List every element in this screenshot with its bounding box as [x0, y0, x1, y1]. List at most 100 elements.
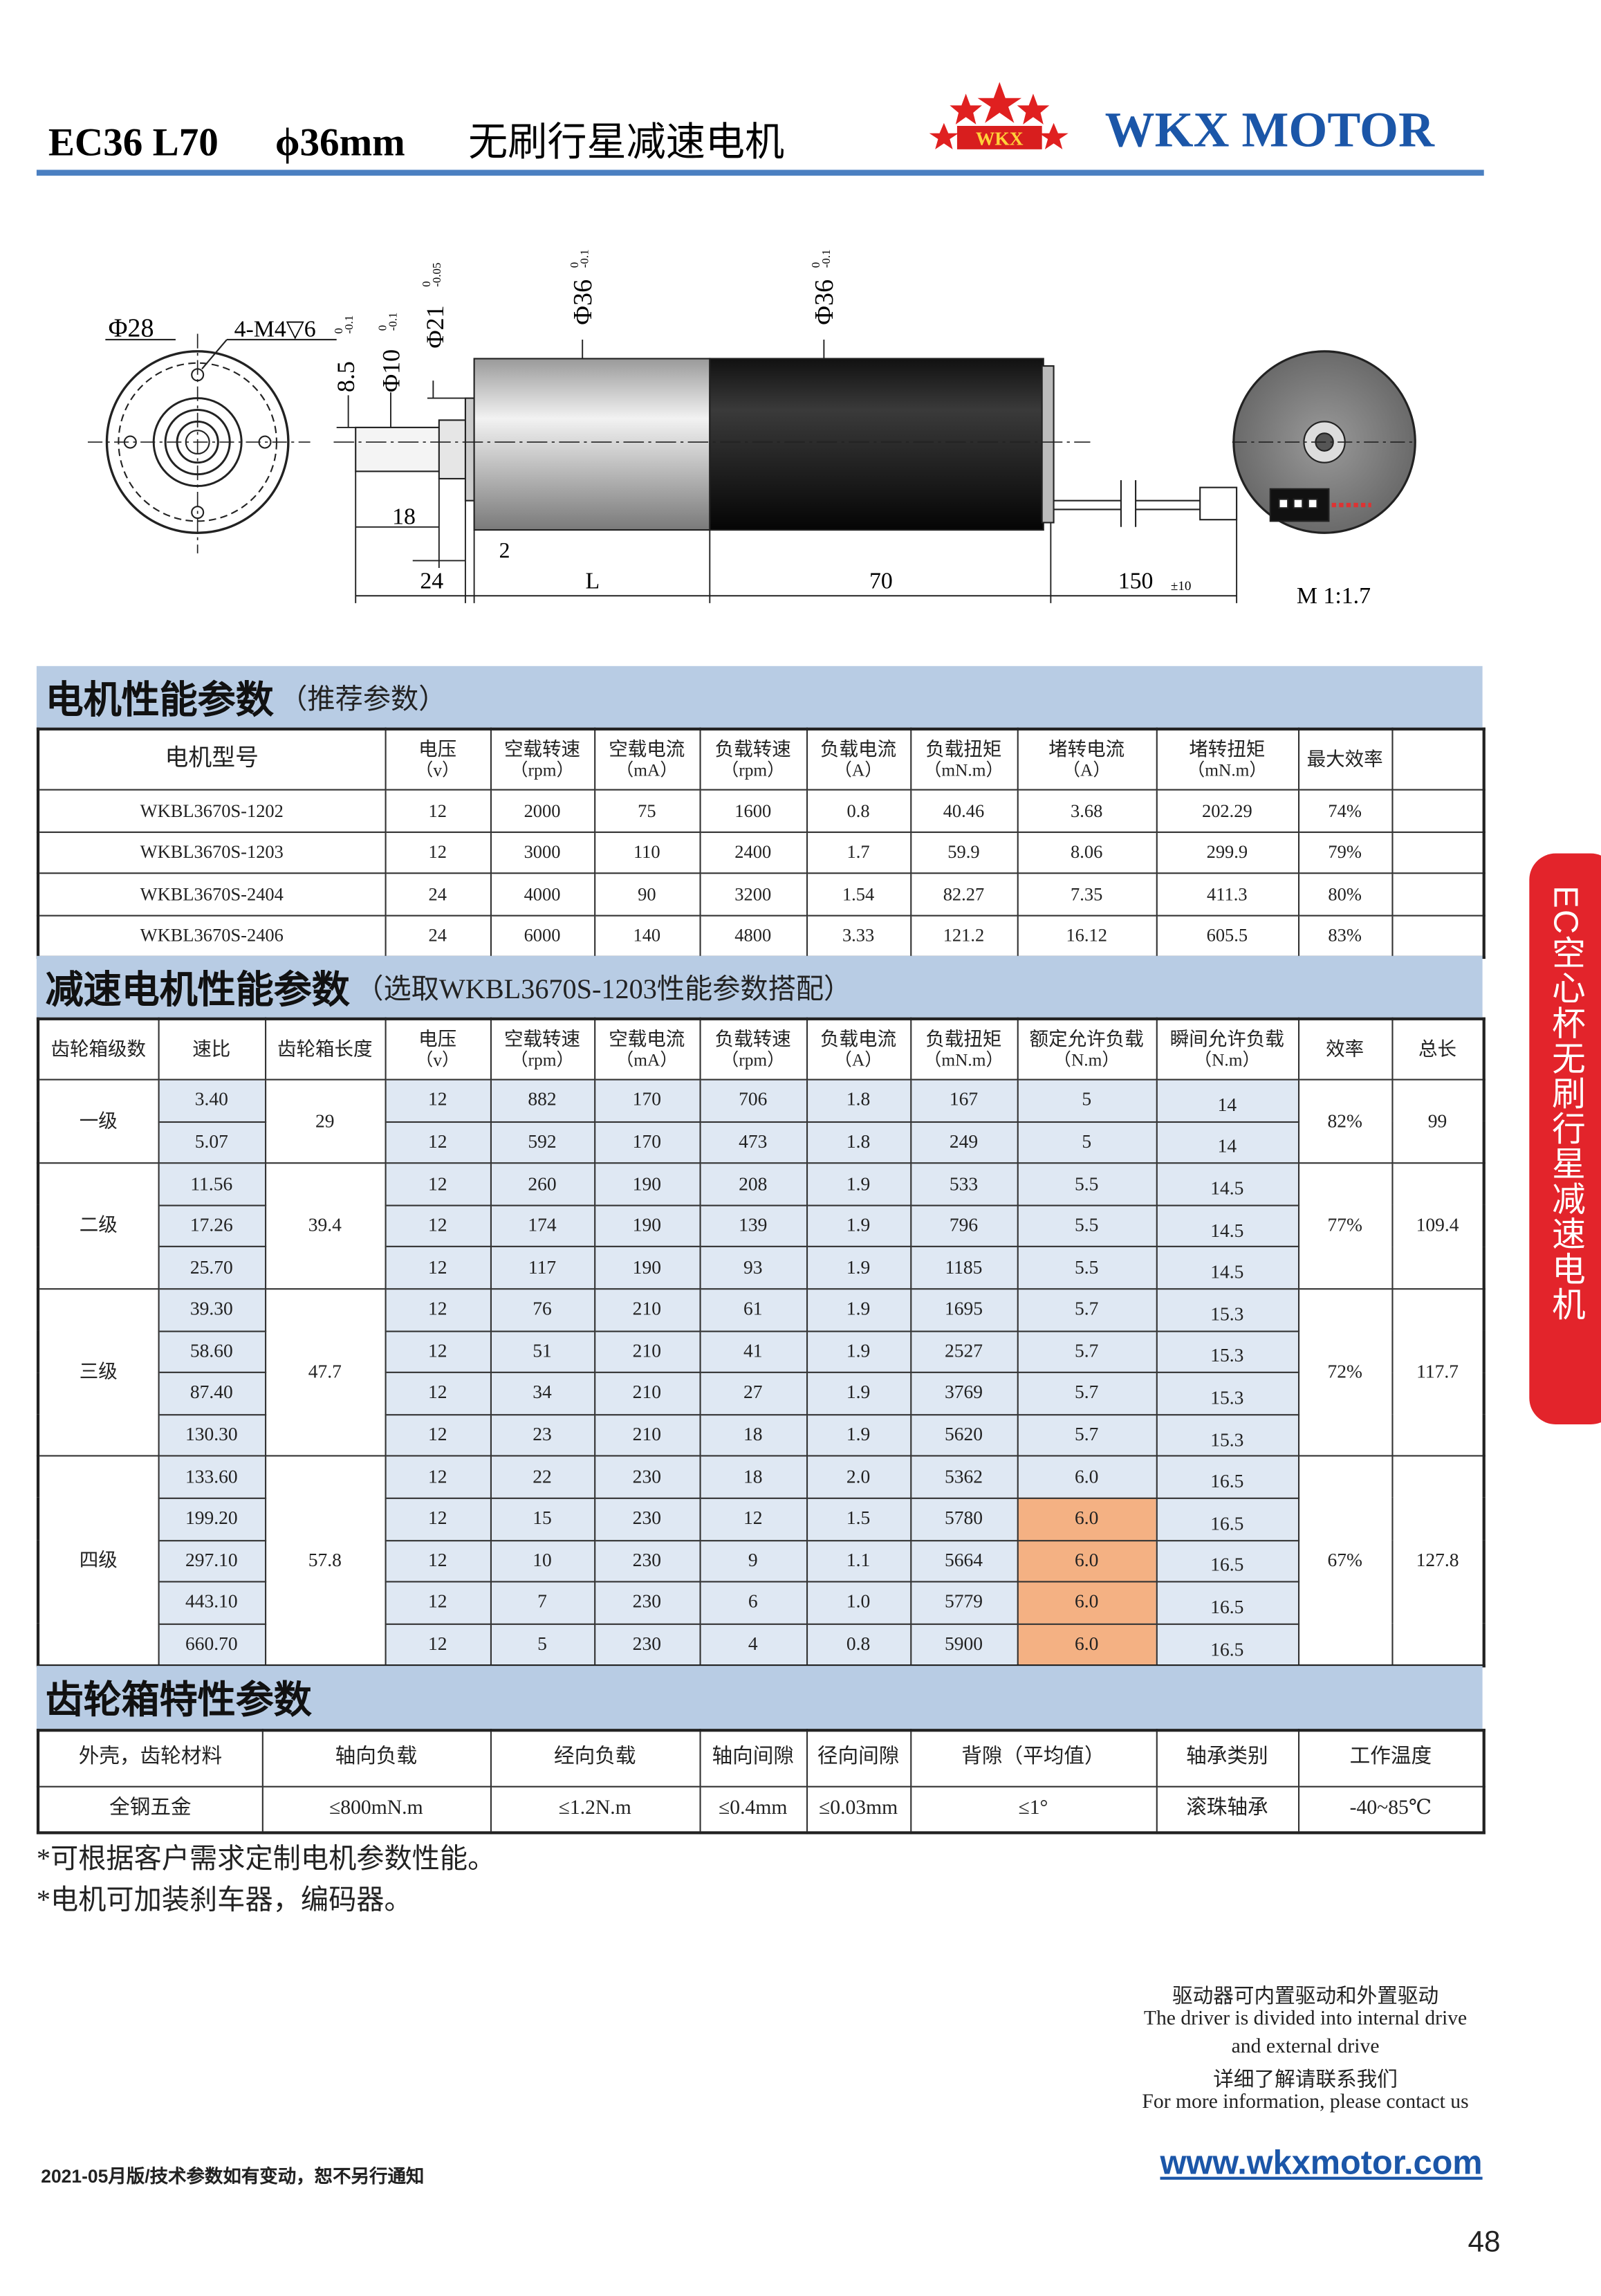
cell: ≤0.03mm	[805, 1785, 911, 1834]
header-row: 外壳，齿轮材料 轴向负载 经向负载 轴向间隙 径向间隙 背隙（平均值） 轴承类别 工作温度	[37, 1729, 1485, 1788]
header-cell: 负载电流 （A）	[805, 1018, 911, 1081]
cell: 12	[384, 789, 491, 833]
shape	[438, 419, 468, 480]
cell: 3200	[698, 872, 808, 917]
cell: 2400	[698, 831, 808, 874]
header-label: 空载转速	[503, 737, 581, 760]
cell: 4	[698, 1623, 808, 1667]
stage-cell: 一级	[37, 1078, 159, 1164]
header-label: 堵转电流	[1048, 737, 1125, 760]
cell: 12	[384, 1078, 491, 1123]
note: *可根据客户需求定制电机参数性能。	[36, 1844, 496, 1875]
cell: 82.27	[909, 872, 1018, 917]
length-cell: 39.4	[263, 1162, 386, 1290]
cell: 3.40	[157, 1078, 266, 1123]
dimension-label: 2	[499, 538, 510, 562]
cell: 15.3	[1155, 1372, 1299, 1415]
cell: 24	[384, 915, 491, 959]
data-row: 130.30 12 23 210 18 1.9 5620 5.7 15.3	[38, 1413, 1484, 1458]
cell: 2.0	[805, 1455, 911, 1499]
contact-line: and external drive	[1231, 2036, 1380, 2059]
cell: 76	[489, 1288, 595, 1332]
header-cell: 轴承类别	[1155, 1729, 1299, 1788]
dimension-label: 18	[392, 504, 416, 530]
product-title: 无刷行星减速电机	[468, 120, 784, 164]
cell: 1.9	[805, 1288, 911, 1332]
cell: 1.9	[805, 1413, 911, 1458]
shape	[1199, 486, 1238, 521]
header-unit: （v）	[415, 1049, 460, 1069]
cell: WKBL3670S-2406	[37, 915, 386, 959]
cell: 210	[593, 1413, 701, 1458]
cell: 210	[593, 1288, 701, 1332]
cell: 190	[593, 1246, 701, 1290]
header-cell: 最大效率	[1297, 728, 1393, 791]
cell: 87.40	[157, 1372, 266, 1415]
cell: 16.5	[1155, 1455, 1299, 1499]
header-label: 电机型号	[165, 746, 259, 771]
cell: 0.8	[805, 789, 911, 833]
header-row: 齿轮箱级数 速比 齿轮箱长度 电压 （v） 空载转速 （rpm） 空载电流 （mA） 负载转速 （r…	[37, 1018, 1485, 1081]
cell: 12	[384, 1539, 491, 1583]
cell: 16.5	[1155, 1539, 1299, 1583]
cell: 15.3	[1155, 1413, 1299, 1458]
cell: 1695	[909, 1288, 1018, 1332]
cell: 12	[384, 1497, 491, 1541]
cell: 533	[909, 1162, 1018, 1206]
header-cell: 空载转速 （rpm）	[489, 728, 595, 791]
cell: 17.26	[157, 1204, 266, 1248]
header-cell: 负载转速 （rpm）	[698, 728, 808, 791]
data-row: 三级 39.30 47.7 12 76 210 61 1.9 1695 5.7 15.3 72% 117…	[37, 1288, 1485, 1458]
cell: 1.7	[805, 831, 911, 874]
rear-view	[1232, 350, 1417, 534]
shape	[1307, 498, 1318, 509]
header-cell: 背隙（平均值）	[909, 1729, 1157, 1788]
cell: 5.5	[1016, 1246, 1157, 1290]
cell: 16.5	[1155, 1623, 1299, 1667]
cell: 12	[384, 1372, 491, 1415]
cell: 1.54	[805, 872, 911, 917]
data-row: 全钢五金 ≤800mN.m ≤1.2N.m ≤0.4mm ≤0.03mm ≤1° 滚珠轴承 -…	[37, 1785, 1485, 1834]
header-unit: （A）	[1062, 759, 1111, 780]
shape	[473, 358, 711, 531]
tolerance: -0.1	[820, 249, 833, 268]
data-row: 二级 11.56 39.4 12 260 190 208 1.9 533 5.5 14.5 77% 10…	[37, 1162, 1485, 1290]
cell: 1.0	[805, 1581, 911, 1625]
data-row: 17.26 12 174 190 139 1.9 796 5.5 14.5	[38, 1204, 1484, 1248]
header-label: 电压	[418, 1027, 457, 1049]
header-unit: （N.m）	[1053, 1049, 1120, 1069]
efficiency-cell: 82%	[1297, 1078, 1393, 1164]
cell: 130.30	[157, 1413, 266, 1458]
section-title: 齿轮箱特性参数	[45, 1678, 312, 1722]
cell: 90	[593, 872, 701, 917]
header-label: 负载扭矩	[925, 1027, 1002, 1049]
cell: 260	[489, 1162, 595, 1206]
cell: 796	[909, 1204, 1018, 1248]
cell: 5	[489, 1623, 595, 1667]
cell: 5779	[909, 1581, 1018, 1625]
cell: 5620	[909, 1413, 1018, 1458]
section-subtitle: （选取WKBL3670S-1203性能参数搭配）	[355, 974, 852, 1005]
cell: 15.3	[1155, 1330, 1299, 1374]
cell: 14	[1155, 1121, 1299, 1164]
cell: 16.12	[1016, 915, 1157, 959]
cell: 411.3	[1155, 872, 1299, 917]
header-cell: 外壳，齿轮材料	[37, 1729, 263, 1788]
cell: 12	[384, 1121, 491, 1164]
cell: 51	[489, 1330, 595, 1374]
dimension-label: 70	[869, 569, 893, 594]
cell: 592	[489, 1121, 595, 1164]
shape	[201, 339, 228, 369]
section-header: 齿轮箱特性参数	[36, 1666, 1483, 1729]
side-tab-text: EC空心杯无刷行星减速电机	[1546, 885, 1585, 1322]
side-view	[333, 358, 1238, 531]
section-subtitle: （推荐参数）	[279, 684, 447, 715]
total-length-cell: 99	[1391, 1078, 1485, 1164]
header-cell: 速比	[157, 1018, 266, 1081]
page-number: 48	[1468, 2226, 1501, 2259]
header-cell: 轴向负载	[261, 1729, 491, 1788]
dimension-label: Φ36	[810, 279, 839, 325]
cell: 6.0	[1016, 1539, 1157, 1583]
header-cell: 负载转速 （rpm）	[698, 1018, 808, 1081]
